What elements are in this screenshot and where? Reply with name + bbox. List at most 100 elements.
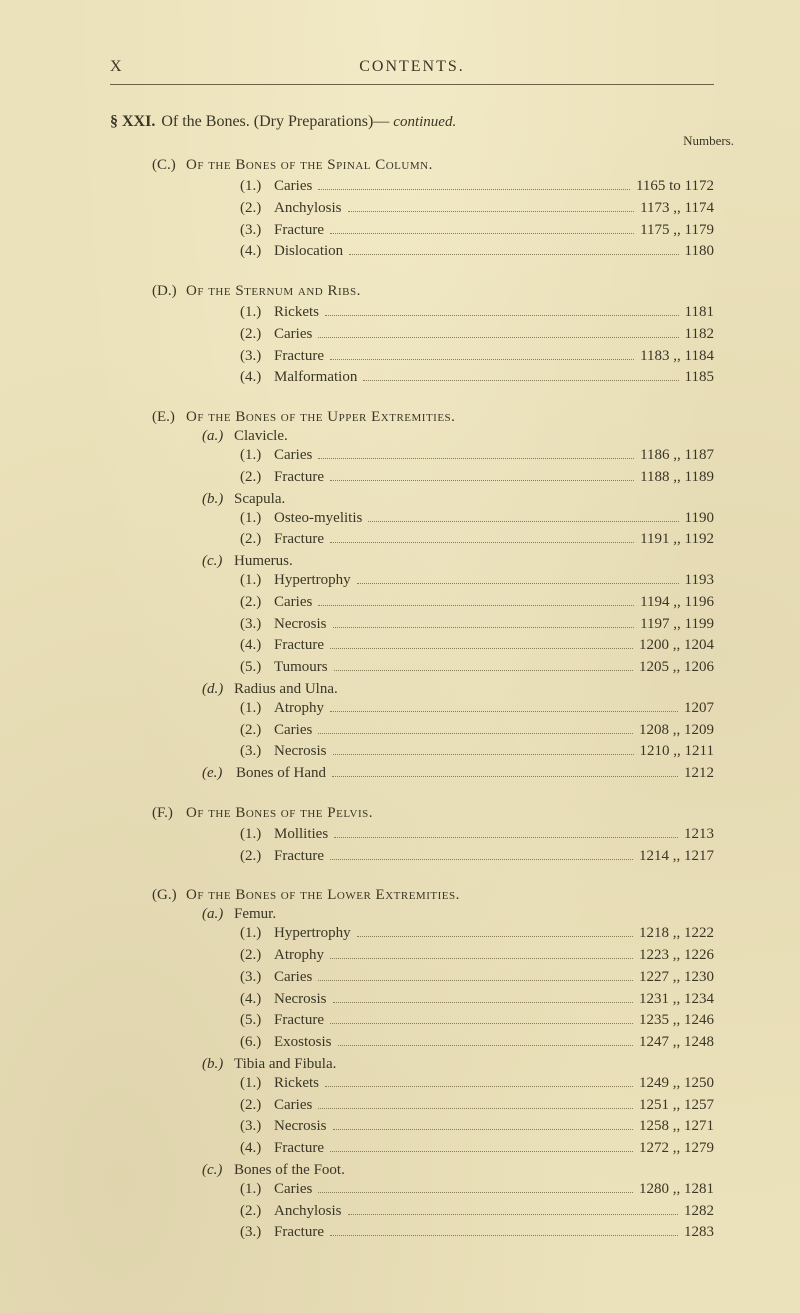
entry-row: (2.)Anchylosis1173 ,, 1174 [240,198,714,220]
group-title: Of the Bones of the Pelvis. [186,805,373,821]
leader-dots [318,724,633,733]
group-key: (G.) [152,887,186,904]
entry-row: (3.)Necrosis 1258 ,, 1271 [240,1116,714,1138]
section-label: § XXI. [110,113,155,131]
leader-dots [333,746,634,755]
entry-number: (4.) [240,1138,274,1160]
leader-dots [330,534,634,543]
leader-dots [318,1099,633,1108]
entry-number: (1.) [240,1073,274,1095]
entry-label: Fracture [274,1222,324,1244]
entry-row: (2.)Fracture1214 ,, 1217 [240,846,714,868]
subsection-heading: (b.)Tibia and Fibula. [202,1056,714,1073]
group-heading: (G.)Of the Bones of the Lower Extremitie… [152,887,714,904]
entry-label: Malformation [274,367,357,389]
entry-number: (1.) [240,176,274,198]
entry-label: Caries [274,592,312,614]
leader-dots [318,329,678,338]
leader-dots [368,512,678,521]
entry-label: Atrophy [274,698,324,720]
subsection-key: (d.) [202,681,234,698]
entry-numbers: 1191 ,, 1192 [640,529,714,551]
entry-number: (1.) [240,1179,274,1201]
group-key: (E.) [152,409,186,426]
entry-number: (3.) [240,220,274,242]
entry-label: Fracture [274,467,324,489]
entry-row: (4.)Malformation1185 [240,367,714,389]
entry-label: Dislocation [274,241,343,263]
entry-numbers: 1249 ,, 1250 [639,1073,714,1095]
entry-numbers: 1186 ,, 1187 [640,445,714,467]
entry-row: (1.)Atrophy1207 [240,698,714,720]
entry-row: (2.)Caries1194 ,, 1196 [240,592,714,614]
entry-row: (2.)Caries1208 ,, 1209 [240,720,714,742]
entry-number: (4.) [240,367,274,389]
group-heading: (C.)Of the Bones of the Spinal Column. [152,157,714,174]
group-title: Of the Bones of the Upper Extremities. [186,409,455,425]
entry-row: (1.)Hypertrophy1218 ,, 1222 [240,923,714,945]
leader-dots [330,850,633,859]
group: (C.)Of the Bones of the Spinal Column. (1… [110,157,714,263]
entry-numbers: 1214 ,, 1217 [639,846,714,868]
subsection-key: (b.) [202,491,234,508]
leader-dots [330,1015,633,1024]
entry-number: (4.) [240,241,274,263]
subsection-title: Humerus. [234,553,293,569]
entry-numbers: 1180 [685,241,714,263]
entry-number: (2.) [240,198,274,220]
entry-numbers: 1258 ,, 1271 [639,1116,714,1138]
entry-label: Osteo-myelitis [274,508,362,530]
entry-numbers: 1188 ,, 1189 [640,467,714,489]
leader-dots [318,181,630,190]
entry-number: (2.) [240,324,274,346]
entry-label: Caries [274,1179,312,1201]
leader-dots [348,203,635,212]
group: (G.)Of the Bones of the Lower Extremitie… [110,887,714,1244]
entry-number: (2.) [240,945,274,967]
group-heading: (F.)Of the Bones of the Pelvis. [152,805,714,822]
entry-number: (1.) [240,508,274,530]
subsection-title: Tibia and Fibula. [234,1056,336,1072]
group-title: Of the Bones of the Spinal Column. [186,157,433,173]
subsection-title: Scapula. [234,491,285,507]
subsection-key: (a.) [202,906,234,923]
entry-row: (5.)Fracture1235 ,, 1246 [240,1010,714,1032]
subsection-title: Bones of Hand [236,763,326,785]
entry-label: Caries [274,176,312,198]
leader-dots [338,1037,633,1046]
leader-dots [333,618,635,627]
entry-label: Caries [274,445,312,467]
entry-number: (1.) [240,698,274,720]
entry-label: Caries [274,967,312,989]
entry-number: (5.) [240,1010,274,1032]
entry-row: (1.)Hypertrophy1193 [240,570,714,592]
leader-dots [334,662,633,671]
subsection-key: (c.) [202,1162,234,1179]
subsection-heading: (c.)Humerus. [202,553,714,570]
entry-label: Tumours [274,657,328,679]
leader-dots [357,575,679,584]
subsection-title: Bones of the Foot. [234,1162,345,1178]
entry-number: (2.) [240,720,274,742]
leader-dots [333,1121,634,1130]
leader-dots [330,640,633,649]
entry-number: (3.) [240,1116,274,1138]
entry-label: Necrosis [274,1116,327,1138]
subsection-heading: (b.)Scapula. [202,491,714,508]
group-heading: (E.)Of the Bones of the Upper Extremitie… [152,409,714,426]
entry-row: (1.)Osteo-myelitis1190 [240,508,714,530]
entry-label: Necrosis [274,614,327,636]
header-spacer [674,58,714,76]
entry-label: Fracture [274,1138,324,1160]
leader-dots [349,246,678,255]
entry-row: (2.)Anchylosis1282 [240,1201,714,1223]
entry-number: (1.) [240,445,274,467]
subsection-key: (e.) [202,763,236,785]
entry-row: (1.)Caries 1165 to 1172 [240,176,714,198]
entry-row: (4.)Fracture1272 ,, 1279 [240,1138,714,1160]
entry-row: (4.)Fracture1200 ,, 1204 [240,635,714,657]
entry-numbers: 1280 ,, 1281 [639,1179,714,1201]
entry-numbers: 1165 to 1172 [636,176,714,198]
entry-row: (3.)Fracture1183 ,, 1184 [240,346,714,368]
entry-row: (5.)Tumours1205 ,, 1206 [240,657,714,679]
